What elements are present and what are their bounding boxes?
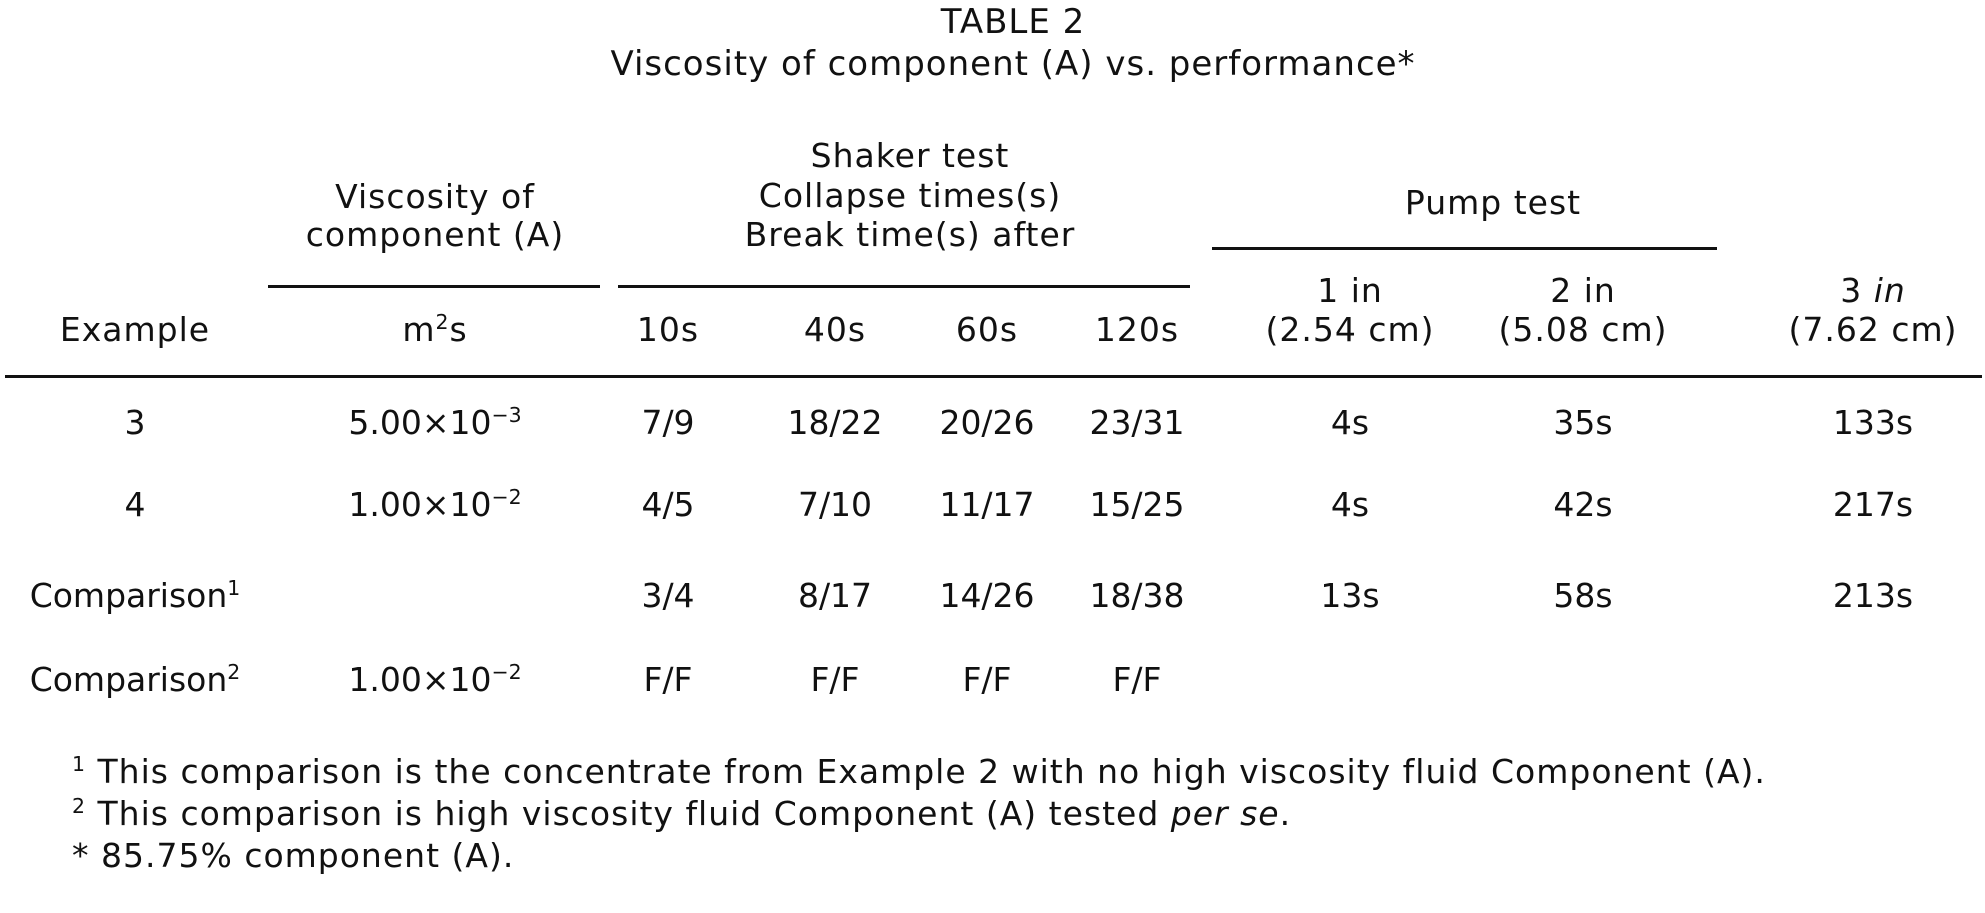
cell-viscosity: 5.00×10−3 — [348, 403, 522, 442]
viscosity-header-line1: Viscosity of — [335, 177, 535, 216]
cell-shaker-10s: F/F — [643, 660, 693, 699]
cell-example: Comparison1 — [29, 576, 241, 615]
cell-pump-3in: 217s — [1832, 485, 1914, 524]
cell-shaker-60s: 14/26 — [939, 576, 1035, 615]
table-caption: Viscosity of component (A) vs. performan… — [610, 44, 1416, 84]
footnote-1: 1 This comparison is the concentrate fro… — [72, 752, 1766, 791]
pump-header-rule — [1212, 247, 1717, 250]
col-header-pump-1in-cm: (2.54 cm) — [1265, 310, 1435, 349]
shaker-header-line3: Break time(s) after — [744, 215, 1076, 254]
cell-pump-2in: 58s — [1553, 576, 1613, 615]
col-header-pump-3in: 3 in — [1840, 271, 1906, 310]
shaker-header-line1: Shaker test — [810, 136, 1010, 175]
col-header-pump-2in-cm: (5.08 cm) — [1498, 310, 1668, 349]
col-header-pump-3in-cm: (7.62 cm) — [1788, 310, 1958, 349]
col-header-pump-2in: 2 in — [1550, 271, 1616, 310]
cell-pump-3in: 213s — [1832, 576, 1914, 615]
cell-shaker-10s: 4/5 — [641, 485, 695, 524]
viscosity-header-rule — [268, 285, 600, 288]
cell-viscosity: 1.00×10−2 — [348, 485, 522, 524]
cell-shaker-40s: 7/10 — [797, 485, 873, 524]
footnote-2: 2 This comparison is high viscosity flui… — [72, 794, 1292, 833]
col-header-shaker-40s: 40s — [803, 310, 867, 349]
cell-shaker-120s: 18/38 — [1089, 576, 1185, 615]
cell-shaker-10s: 7/9 — [641, 403, 695, 442]
cell-pump-1in: 13s — [1320, 576, 1380, 615]
cell-shaker-60s: 11/17 — [939, 485, 1035, 524]
col-header-shaker-60s: 60s — [955, 310, 1019, 349]
cell-viscosity: 1.00×10−2 — [348, 660, 522, 699]
cell-pump-3in: 133s — [1832, 403, 1914, 442]
cell-shaker-60s: 20/26 — [939, 403, 1035, 442]
cell-pump-2in: 42s — [1553, 485, 1613, 524]
table-label: TABLE 2 — [940, 2, 1086, 42]
cell-shaker-120s: 23/31 — [1089, 403, 1185, 442]
cell-shaker-40s: 18/22 — [787, 403, 883, 442]
shaker-header-rule — [618, 285, 1190, 288]
col-header-pump-1in: 1 in — [1317, 271, 1383, 310]
footnote-3: * 85.75% component (A). — [72, 836, 515, 875]
col-header-example: Example — [59, 310, 211, 349]
cell-example: 4 — [124, 485, 146, 524]
col-header-viscosity-unit: m2s — [402, 310, 468, 349]
cell-shaker-60s: F/F — [962, 660, 1012, 699]
cell-example: 3 — [124, 403, 146, 442]
cell-pump-1in: 4s — [1330, 485, 1370, 524]
col-header-shaker-120s: 120s — [1094, 310, 1180, 349]
cell-example: Comparison2 — [29, 660, 241, 699]
cell-shaker-40s: 8/17 — [797, 576, 873, 615]
cell-shaker-10s: 3/4 — [641, 576, 695, 615]
shaker-header-line2: Collapse times(s) — [758, 176, 1062, 215]
header-bottom-rule — [5, 375, 1982, 378]
cell-pump-2in: 35s — [1553, 403, 1613, 442]
col-header-shaker-10s: 10s — [636, 310, 700, 349]
cell-pump-1in: 4s — [1330, 403, 1370, 442]
cell-shaker-120s: 15/25 — [1089, 485, 1185, 524]
cell-shaker-120s: F/F — [1112, 660, 1162, 699]
cell-shaker-40s: F/F — [810, 660, 860, 699]
viscosity-header-line2: component (A) — [305, 215, 565, 254]
pump-header: Pump test — [1404, 183, 1582, 222]
